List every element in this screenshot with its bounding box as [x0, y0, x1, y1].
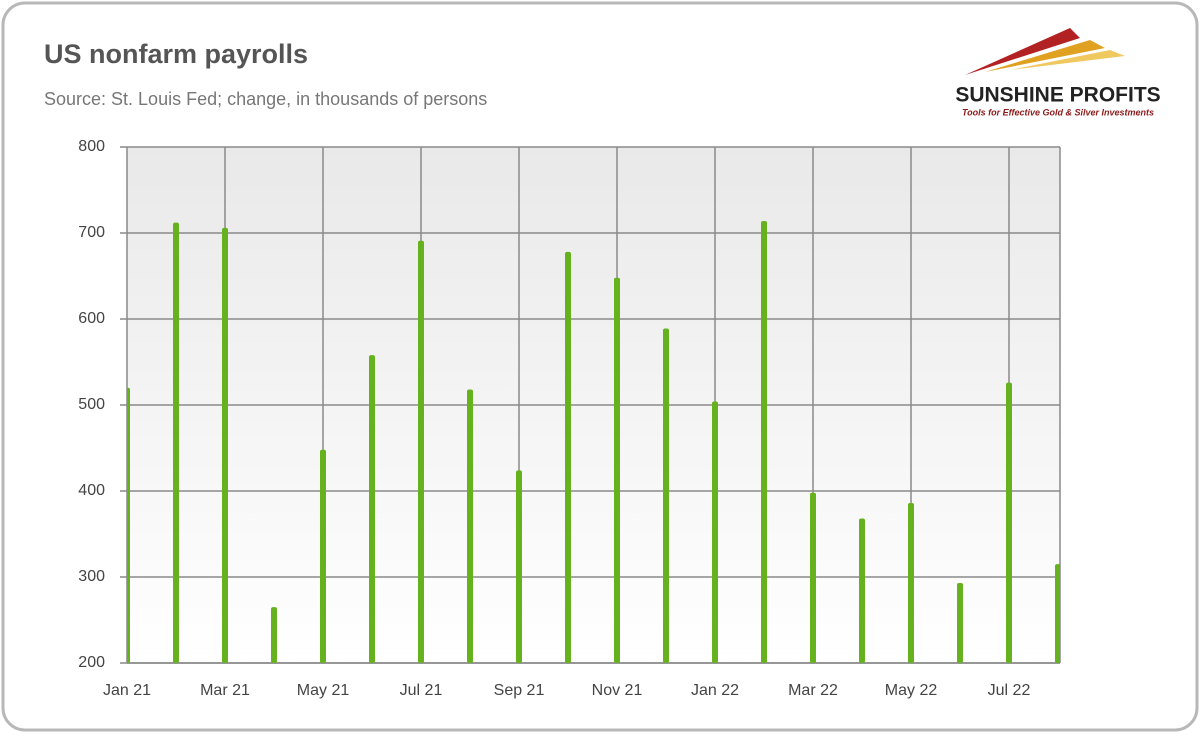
chart-title: US nonfarm payrolls [44, 39, 308, 69]
x-tick-label: Jan 22 [691, 682, 739, 699]
bar [467, 389, 473, 663]
x-tick-label: Sep 21 [494, 682, 545, 699]
bar [1055, 564, 1060, 663]
x-tick-label: Jul 22 [988, 682, 1031, 699]
bar [565, 251, 571, 663]
logo-tagline: Tools for Effective Gold & Silver Invest… [962, 107, 1154, 117]
logo-name: SUNSHINE PROFITS [955, 84, 1160, 107]
logo-swoosh [985, 40, 1105, 72]
bar [516, 470, 522, 663]
y-tick-label: 400 [78, 482, 105, 499]
logo-swoosh [1010, 50, 1125, 70]
bar [127, 387, 130, 663]
y-tick-label: 600 [78, 310, 105, 327]
y-tick-label: 300 [78, 568, 105, 585]
x-tick-label: Nov 21 [592, 682, 643, 699]
x-tick-label: May 21 [297, 682, 350, 699]
bar [222, 227, 228, 663]
bar [663, 328, 669, 663]
labels: 200 300 400 500 600 700 800 Jan 21 Mar 21 May 21 J… [78, 138, 1030, 699]
bar [810, 492, 816, 663]
bar [271, 607, 277, 663]
bar [908, 503, 914, 663]
bar [712, 401, 718, 663]
bar [418, 240, 424, 663]
y-tick-label: 200 [78, 654, 105, 671]
bar [957, 583, 963, 663]
chart-subtitle: Source: St. Louis Fed; change, in thousa… [44, 89, 487, 109]
bar [173, 222, 179, 663]
bar [369, 355, 375, 663]
logo-swoosh [965, 28, 1080, 75]
bar [1006, 382, 1012, 663]
x-tick-label: Mar 21 [200, 682, 250, 699]
logo: SUNSHINE PROFITS Tools for Effective Gol… [955, 28, 1161, 117]
bar [859, 518, 865, 663]
bar [320, 449, 326, 663]
y-tick-label: 800 [78, 138, 105, 155]
x-tick-label: Jan 21 [103, 682, 151, 699]
bar [614, 277, 620, 663]
x-tick-label: May 22 [885, 682, 938, 699]
x-tick-label: Jul 21 [400, 682, 443, 699]
bar [761, 220, 767, 663]
bars [127, 220, 1060, 663]
y-tick-label: 700 [78, 224, 105, 241]
y-tick-label: 500 [78, 396, 105, 413]
x-tick-label: Mar 22 [788, 682, 838, 699]
